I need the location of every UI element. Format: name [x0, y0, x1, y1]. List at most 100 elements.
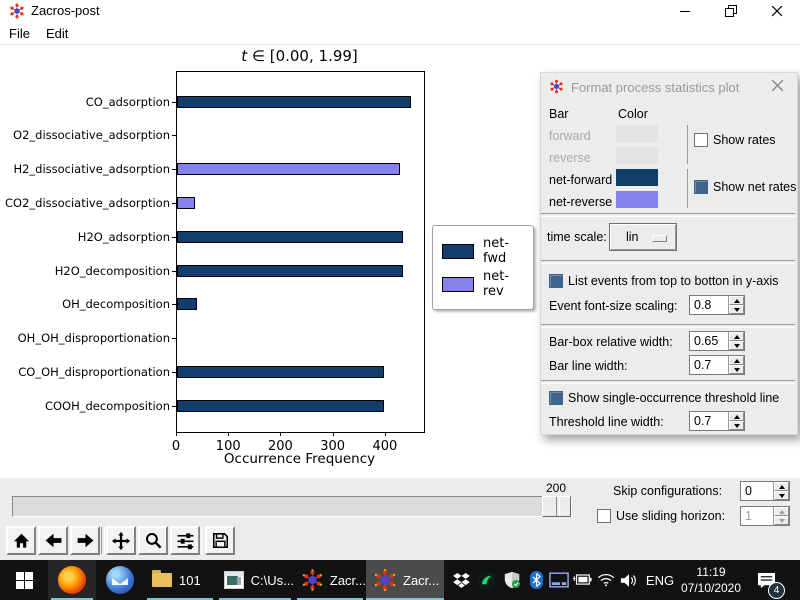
show-net-rates-checkbox[interactable] — [694, 180, 708, 194]
y-axis-label: O2_dissociative_adsorption — [13, 128, 170, 143]
barbox-width-spinner[interactable]: 0.65 — [689, 331, 745, 351]
column-header-color: Color — [618, 107, 648, 121]
pan-button[interactable] — [106, 526, 136, 555]
taskbar-item-explorer-101[interactable]: 101 — [144, 560, 216, 600]
language-indicator[interactable]: ENG — [644, 560, 676, 600]
legend: net-fwd net-rev — [432, 225, 534, 310]
time-scale-value: lin — [626, 230, 639, 244]
spin-down-icon[interactable] — [729, 341, 744, 350]
spin-up-icon[interactable] — [729, 296, 744, 305]
row-label-reverse: reverse — [549, 151, 591, 165]
barbox-width-label: Bar-box relative width: — [549, 335, 673, 349]
show-rates-label: Show rates — [713, 133, 776, 147]
spin-down-icon[interactable] — [729, 365, 744, 374]
spin-down-icon[interactable] — [774, 491, 789, 500]
bar-line-width-label: Bar line width: — [549, 359, 628, 373]
sliding-horizon-spinner: 1 — [740, 506, 790, 526]
show-rates-checkbox[interactable] — [694, 133, 708, 147]
spin-up-icon[interactable] — [729, 332, 744, 341]
fsecure-tray-icon[interactable] — [475, 560, 497, 600]
zacros-icon — [374, 569, 396, 591]
language-label: ENG — [645, 572, 675, 588]
taskbar-item-zacros-1[interactable]: Zacr... — [294, 560, 366, 600]
running-indicator-active — [366, 598, 444, 600]
threshold-checkbox[interactable] — [549, 391, 563, 405]
y-axis-label: H2_dissociative_adsorption — [13, 162, 170, 177]
notification-badge[interactable]: 4 — [768, 582, 785, 599]
configure-subplots-button[interactable] — [170, 526, 200, 555]
bar-line-width-spinner[interactable]: 0.7 — [689, 355, 745, 375]
taskbar-clock[interactable]: 11:19 07/10/2020 — [676, 564, 746, 596]
threshold-width-value[interactable]: 0.7 — [694, 414, 712, 428]
y-tick-mark — [172, 202, 176, 204]
color-swatch-net-reverse[interactable] — [616, 191, 658, 208]
thunderbird-icon — [106, 566, 134, 594]
minimize-button[interactable] — [662, 0, 708, 22]
configuration-slider[interactable] — [12, 496, 572, 517]
defender-tray-icon[interactable] — [500, 560, 524, 600]
y-tick-mark — [172, 270, 176, 272]
volume-tray-icon[interactable] — [616, 560, 642, 600]
forward-button[interactable] — [70, 526, 100, 555]
x-tick-mark — [280, 432, 282, 436]
save-button[interactable] — [205, 526, 235, 555]
dropdown-indicator-icon — [652, 235, 667, 242]
taskbar-item-thunderbird[interactable] — [96, 560, 144, 600]
list-events-checkbox[interactable] — [549, 274, 563, 288]
skip-configurations-value[interactable]: 0 — [745, 484, 752, 498]
y-axis-label: CO2_dissociative_adsorption — [5, 195, 170, 210]
restore-button[interactable] — [708, 0, 754, 22]
color-swatch-forward[interactable] — [616, 125, 658, 142]
spin-up-icon[interactable] — [774, 482, 789, 491]
barbox-width-value[interactable]: 0.65 — [694, 334, 719, 348]
bluetooth-tray-icon[interactable] — [526, 560, 546, 600]
dropbox-tray-icon[interactable] — [450, 560, 472, 600]
y-tick-mark — [172, 236, 176, 238]
menu-file[interactable]: File — [9, 25, 30, 41]
taskbar-item-zacros-2-active[interactable]: Zacr... — [366, 560, 444, 600]
spin-down-icon[interactable] — [729, 421, 744, 430]
home-button[interactable] — [6, 526, 36, 555]
right-arrow-icon — [77, 533, 93, 548]
zacros-app-icon — [9, 2, 25, 20]
y-tick-mark — [172, 101, 176, 103]
wifi-tray-icon[interactable] — [594, 560, 618, 600]
y-tick-mark — [172, 169, 176, 171]
event-font-label: Event font-size scaling: — [549, 299, 678, 313]
start-button[interactable] — [0, 560, 48, 600]
menu-edit[interactable]: Edit — [45, 25, 69, 41]
taskbar-item-console[interactable]: C:\Us... — [216, 560, 294, 600]
taskbar-item-firefox[interactable] — [48, 560, 96, 600]
dialog-close-icon[interactable] — [771, 79, 787, 95]
threshold-width-spinner[interactable]: 0.7 — [689, 411, 745, 431]
legend-label: net-rev — [483, 269, 510, 299]
color-swatch-reverse[interactable] — [616, 147, 658, 164]
spin-down-icon[interactable] — [729, 305, 744, 314]
chart-bar-net-rev — [177, 163, 400, 176]
list-events-label: List events from top to botton in y-axis — [568, 274, 779, 288]
spin-up-icon[interactable] — [729, 412, 744, 421]
color-swatch-net-forward[interactable] — [616, 169, 658, 186]
back-button[interactable] — [38, 526, 68, 555]
bar-line-width-value[interactable]: 0.7 — [694, 358, 712, 372]
y-axis-label: H2O_decomposition — [54, 263, 170, 278]
sliding-horizon-checkbox[interactable] — [597, 509, 611, 523]
battery-tray-icon[interactable] — [570, 560, 594, 600]
y-tick-mark — [172, 371, 176, 373]
zacros-icon — [302, 569, 323, 591]
plot-toolbar — [0, 524, 640, 556]
touchpad-tray-icon[interactable] — [546, 560, 572, 600]
window-title: Zacros-post — [31, 3, 100, 18]
slider-handle[interactable] — [542, 496, 571, 517]
chart-bar-net-fwd — [177, 230, 404, 243]
console-window-icon — [224, 571, 244, 589]
spin-up-icon[interactable] — [729, 356, 744, 365]
y-axis-label: OH_OH_disproportionation — [17, 331, 170, 346]
event-font-value[interactable]: 0.8 — [694, 298, 712, 312]
time-scale-dropdown[interactable]: lin — [609, 223, 677, 251]
show-net-rates-label: Show net rates — [713, 180, 797, 194]
skip-configurations-spinner[interactable]: 0 — [740, 481, 790, 501]
zoom-button[interactable] — [138, 526, 168, 555]
event-font-spinner[interactable]: 0.8 — [689, 295, 745, 315]
close-button[interactable] — [754, 0, 800, 22]
